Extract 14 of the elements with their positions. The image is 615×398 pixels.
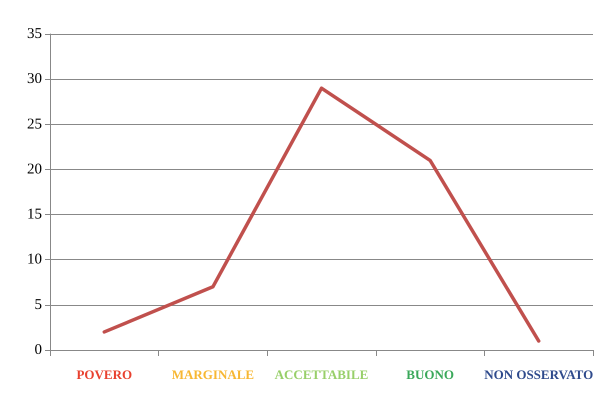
y-tick-label: 20 bbox=[27, 161, 42, 178]
y-tick-label: 25 bbox=[27, 116, 42, 132]
line-series bbox=[102, 86, 540, 343]
x-tick-label: MARGINALE bbox=[172, 367, 254, 382]
y-tick-label: 15 bbox=[27, 206, 42, 223]
y-tick-label: 5 bbox=[34, 296, 42, 313]
y-tick-label: 30 bbox=[27, 71, 42, 88]
x-tick-label: ACCETTABILE bbox=[274, 367, 368, 382]
y-tick-label: 35 bbox=[27, 26, 42, 42]
y-tick-label: 0 bbox=[34, 342, 42, 358]
y-tick-label: 10 bbox=[27, 252, 42, 268]
x-tick-label: POVERO bbox=[76, 367, 132, 382]
x-tick-label: BUONO bbox=[406, 367, 454, 382]
x-tick-label: NON OSSERVATO bbox=[484, 367, 594, 382]
